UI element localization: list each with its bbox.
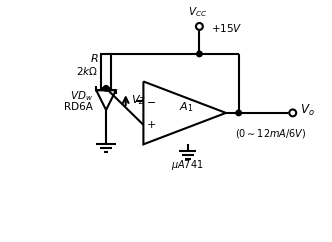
Text: $\mu A741$: $\mu A741$	[171, 158, 204, 172]
Text: $V_{CC}$: $V_{CC}$	[188, 5, 207, 19]
Text: $2k\Omega$: $2k\Omega$	[76, 65, 98, 77]
Circle shape	[236, 110, 241, 116]
Circle shape	[289, 109, 296, 116]
Text: $-$: $-$	[146, 96, 156, 106]
Circle shape	[196, 23, 203, 30]
Text: $(0{\sim}12mA/6V)$: $(0{\sim}12mA/6V)$	[235, 127, 307, 140]
Text: $+15V$: $+15V$	[211, 23, 243, 34]
Text: $A_1$: $A_1$	[179, 100, 194, 114]
Text: $VD_w$: $VD_w$	[70, 89, 93, 103]
Text: $+$: $+$	[146, 119, 156, 130]
Text: $V_o$: $V_o$	[299, 103, 314, 119]
Text: RD6A: RD6A	[64, 102, 93, 112]
Circle shape	[103, 86, 109, 91]
Text: $V_Z$: $V_Z$	[130, 93, 146, 107]
Circle shape	[197, 51, 202, 57]
Bar	[101, 54, 111, 88]
Text: R: R	[90, 54, 98, 64]
